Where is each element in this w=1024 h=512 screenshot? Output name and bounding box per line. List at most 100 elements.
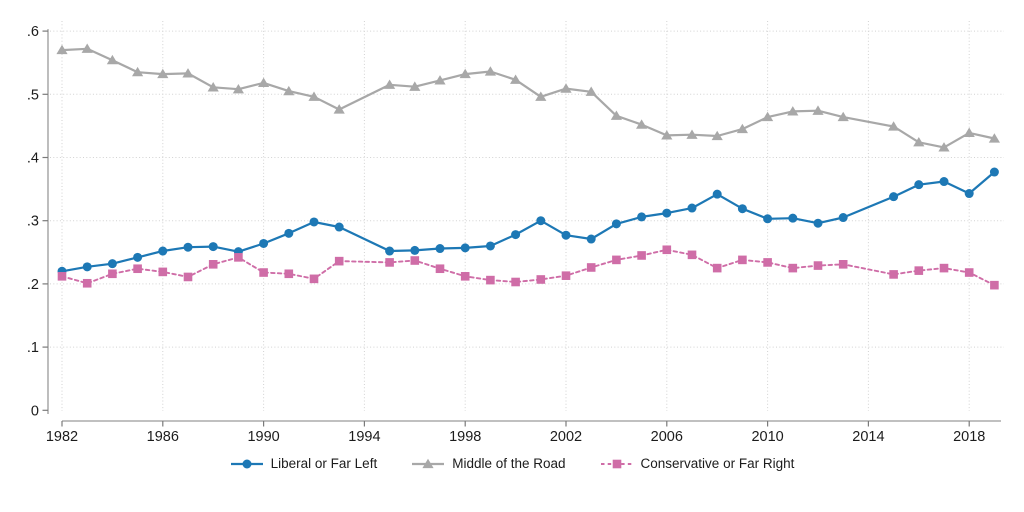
data-point-triangle	[736, 123, 748, 134]
data-point-triangle	[157, 68, 169, 79]
data-point-triangle	[283, 85, 295, 96]
data-point-triangle	[560, 83, 572, 93]
data-point-triangle	[636, 119, 648, 129]
data-point-square	[460, 272, 470, 281]
data-point-triangle	[484, 66, 496, 76]
gridlines	[50, 21, 1004, 411]
legend-triangle-marker	[422, 458, 434, 468]
data-point-circle	[939, 177, 949, 187]
x-tick-label: 1998	[449, 429, 481, 445]
data-point-triangle	[510, 74, 522, 84]
data-point-triangle	[812, 105, 824, 115]
data-point-circle	[309, 217, 319, 227]
data-point-triangle	[182, 68, 194, 78]
y-tick-label: .1	[27, 340, 39, 356]
data-point-circle	[687, 203, 697, 213]
data-point-square	[259, 268, 268, 277]
data-point-square	[536, 275, 546, 284]
x-tick-label: 1986	[147, 429, 179, 445]
data-point-circle	[259, 238, 269, 248]
legend-item-middle-of-the-road: Middle of the Road	[411, 456, 566, 471]
data-point-square	[586, 263, 596, 272]
data-point-square	[158, 267, 168, 277]
y-tick-label: .5	[27, 87, 39, 103]
series-conservative-or-far-right	[57, 245, 999, 290]
data-point-circle	[536, 216, 546, 226]
legend-marker-triangle	[412, 458, 445, 468]
data-point-circle	[662, 208, 672, 218]
data-point-triangle	[132, 66, 144, 77]
data-point-circle	[485, 241, 495, 251]
data-point-square	[108, 269, 117, 279]
x-tick-label: 1994	[348, 429, 380, 445]
data-point-circle	[889, 192, 899, 202]
data-point-triangle	[661, 130, 673, 140]
legend-marker-circle	[230, 459, 263, 468]
data-point-circle	[561, 230, 571, 240]
x-tick-label: 2006	[651, 429, 683, 445]
y-tick-label: 0	[31, 403, 39, 419]
data-point-square	[82, 278, 92, 288]
data-point-square	[284, 269, 294, 279]
data-point-circle	[133, 252, 143, 262]
data-point-circle	[107, 259, 117, 269]
data-point-circle	[813, 218, 823, 228]
series-line-middle-of-the-road	[60, 47, 996, 149]
data-point-square	[133, 264, 142, 274]
data-point-circle	[712, 189, 722, 199]
data-point-square	[687, 250, 697, 260]
data-point-square	[511, 277, 520, 287]
data-point-triangle	[963, 127, 975, 137]
data-point-triangle	[762, 111, 774, 122]
data-point-triangle	[308, 91, 320, 101]
data-point-circle	[158, 246, 168, 256]
data-point-square	[435, 264, 445, 274]
data-point-square	[939, 263, 949, 273]
data-point-circle	[611, 219, 621, 229]
data-point-square	[385, 258, 394, 267]
data-point-triangle	[232, 83, 244, 94]
data-point-circle	[183, 242, 193, 252]
data-point-square	[914, 266, 924, 275]
legend-item-liberal-or-far-left: Liberal or Far Left	[230, 456, 377, 471]
data-point-square	[738, 255, 747, 265]
data-point-square	[813, 261, 823, 270]
data-point-triangle	[258, 77, 270, 88]
data-point-triangle	[384, 79, 396, 89]
data-point-triangle	[888, 121, 900, 131]
data-point-circle	[385, 246, 395, 256]
data-point-square	[637, 251, 646, 260]
data-point-circle	[914, 180, 924, 190]
data-point-triangle	[207, 82, 219, 92]
data-point-triangle	[56, 44, 68, 55]
data-point-square	[183, 272, 193, 282]
data-point-circle	[435, 244, 445, 254]
data-point-square	[838, 260, 848, 269]
data-point-circle	[586, 234, 596, 244]
data-point-square	[964, 268, 974, 277]
y-tick-label: .4	[27, 151, 39, 167]
data-point-square	[561, 271, 571, 280]
legend-square-marker	[612, 459, 621, 468]
data-point-circle	[511, 230, 521, 240]
data-point-triangle	[837, 111, 849, 122]
data-point-triangle	[434, 75, 446, 85]
data-point-circle	[964, 189, 974, 199]
data-point-square	[990, 280, 999, 290]
data-point-square	[889, 270, 898, 279]
x-tick-label: 2010	[751, 429, 783, 445]
data-point-square	[788, 263, 798, 273]
data-point-square	[410, 256, 420, 265]
series-line-liberal-or-far-left	[60, 170, 996, 273]
data-point-circle	[460, 243, 470, 253]
data-point-square	[234, 253, 243, 262]
data-point-triangle	[535, 91, 547, 101]
legend-label: Conservative or Far Right	[640, 456, 795, 471]
data-point-triangle	[81, 43, 93, 53]
data-point-circle	[737, 204, 747, 214]
data-point-circle	[989, 167, 999, 177]
x-tick-label: 2014	[852, 429, 884, 445]
data-point-circle	[208, 242, 218, 252]
data-point-square	[763, 258, 772, 267]
data-point-square	[208, 260, 218, 269]
